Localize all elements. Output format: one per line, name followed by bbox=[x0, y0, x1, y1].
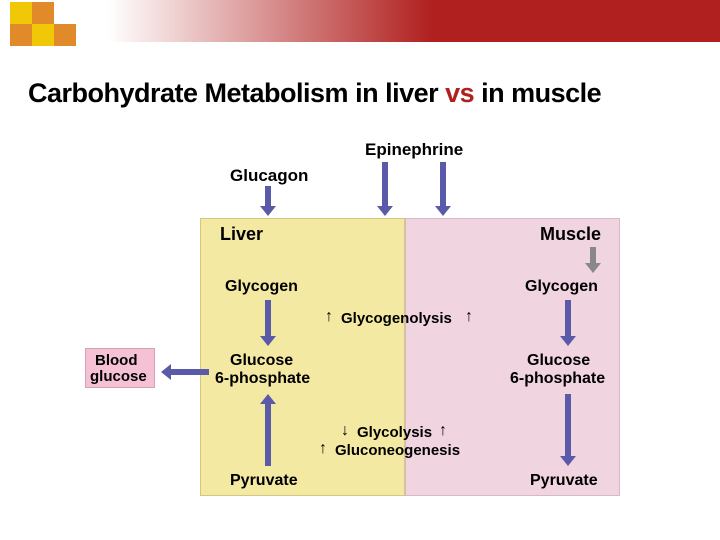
regulation-mark-glygen_l: ↑ bbox=[325, 308, 333, 326]
slide-title: Carbohydrate Metabolism in liver vs in m… bbox=[28, 78, 601, 109]
label-liver: Liver bbox=[220, 224, 263, 245]
label-glycogen_l: Glycogen bbox=[225, 278, 298, 296]
regulation-mark-gluco_l: ↑ bbox=[319, 440, 327, 458]
regulation-mark-glyco_l: ↓ bbox=[341, 422, 349, 440]
title-part-c: in muscle bbox=[474, 78, 601, 108]
decor-square-yellow bbox=[10, 2, 32, 24]
label-epinephrine: Epinephrine bbox=[365, 140, 463, 160]
arrow-left-8 bbox=[161, 364, 209, 380]
decor-square-orange bbox=[32, 2, 54, 24]
label-g6p_r1: Glucose bbox=[527, 352, 590, 370]
label-g6p_l2: 6-phosphate bbox=[215, 370, 310, 388]
label-blood1: Blood bbox=[95, 352, 138, 369]
title-part-vs: vs bbox=[445, 78, 474, 108]
regulation-mark-glyco_r: ↑ bbox=[439, 422, 447, 440]
arrow-down-2 bbox=[435, 162, 451, 216]
title-part-a: Carbohydrate Metabolism in liver bbox=[28, 78, 445, 108]
decor-square-orange bbox=[10, 24, 32, 46]
metabolism-diagram: Epinephrine Glucagon Liver Muscle Glycogen Gl… bbox=[85, 140, 655, 510]
arrow-down-4 bbox=[560, 300, 576, 346]
arrow-down-3 bbox=[260, 300, 276, 346]
label-glycolysis: Glycolysis bbox=[357, 424, 432, 441]
arrow-down-1 bbox=[377, 162, 393, 216]
arrow-down-0 bbox=[260, 186, 276, 216]
header-gradient bbox=[0, 0, 720, 42]
label-blood2: glucose bbox=[90, 368, 147, 385]
slide-top-bar bbox=[0, 0, 720, 42]
arrow-down-6 bbox=[585, 247, 601, 273]
label-g6p_l1: Glucose bbox=[230, 352, 293, 370]
label-glycogenolysis: Glycogenolysis bbox=[341, 310, 452, 327]
label-g6p_r2: 6-phosphate bbox=[510, 370, 605, 388]
decor-square-yellow bbox=[32, 24, 54, 46]
label-gluconeogenesis: Gluconeogenesis bbox=[335, 442, 460, 459]
decor-square-orange bbox=[54, 24, 76, 46]
label-muscle: Muscle bbox=[540, 224, 601, 245]
label-glycogen_r: Glycogen bbox=[525, 278, 598, 296]
regulation-mark-glygen_r: ↑ bbox=[465, 308, 473, 326]
label-pyruvate_l: Pyruvate bbox=[230, 472, 298, 490]
arrow-down-5 bbox=[560, 394, 576, 466]
label-pyruvate_r: Pyruvate bbox=[530, 472, 598, 490]
arrow-up-7 bbox=[260, 394, 276, 466]
label-glucagon: Glucagon bbox=[230, 166, 308, 186]
